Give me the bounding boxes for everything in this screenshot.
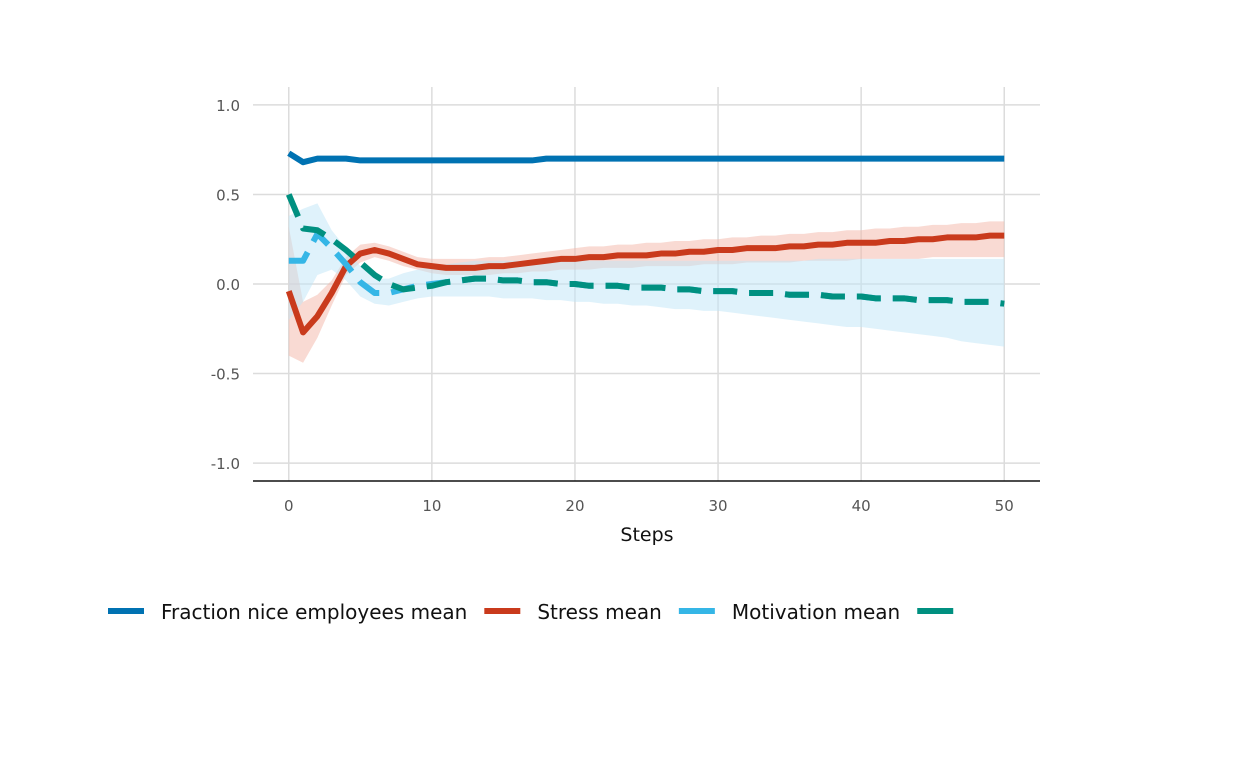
legend: Fraction nice employees mean Stress mean M… xyxy=(108,600,954,624)
x-axis-ticks: 0 10 20 30 40 50 xyxy=(284,497,1014,515)
series-line-1 xyxy=(285,232,1005,336)
x-tick-label: 0 xyxy=(284,497,294,515)
x-tick-label: 20 xyxy=(565,497,584,515)
y-tick-label: -1.0 xyxy=(211,455,240,473)
y-tick-label: 1.0 xyxy=(216,97,240,115)
y-tick-label: 0.5 xyxy=(216,186,240,204)
series-line-3 xyxy=(286,193,1005,307)
confidence-band-2 xyxy=(288,203,1005,347)
confidence-bands xyxy=(288,203,1005,363)
confidence-band-1 xyxy=(288,221,1005,363)
x-tick-label: 50 xyxy=(995,497,1014,515)
legend-label-0: Fraction nice employees mean xyxy=(161,600,467,624)
x-axis-title: Steps xyxy=(620,524,673,546)
x-tick-label: 10 xyxy=(422,497,441,515)
legend-label-1: Stress mean xyxy=(537,600,662,624)
y-axis-ticks: 1.0 0.5 0.0 -0.5 -1.0 xyxy=(211,97,240,473)
series-lines xyxy=(285,150,1005,336)
legend-label-2: Motivation mean xyxy=(732,600,900,624)
series-line-0 xyxy=(287,150,1005,166)
y-tick-label: -0.5 xyxy=(211,366,240,384)
y-tick-label: 0.0 xyxy=(216,276,240,294)
x-tick-label: 40 xyxy=(852,497,871,515)
x-tick-label: 30 xyxy=(708,497,727,515)
